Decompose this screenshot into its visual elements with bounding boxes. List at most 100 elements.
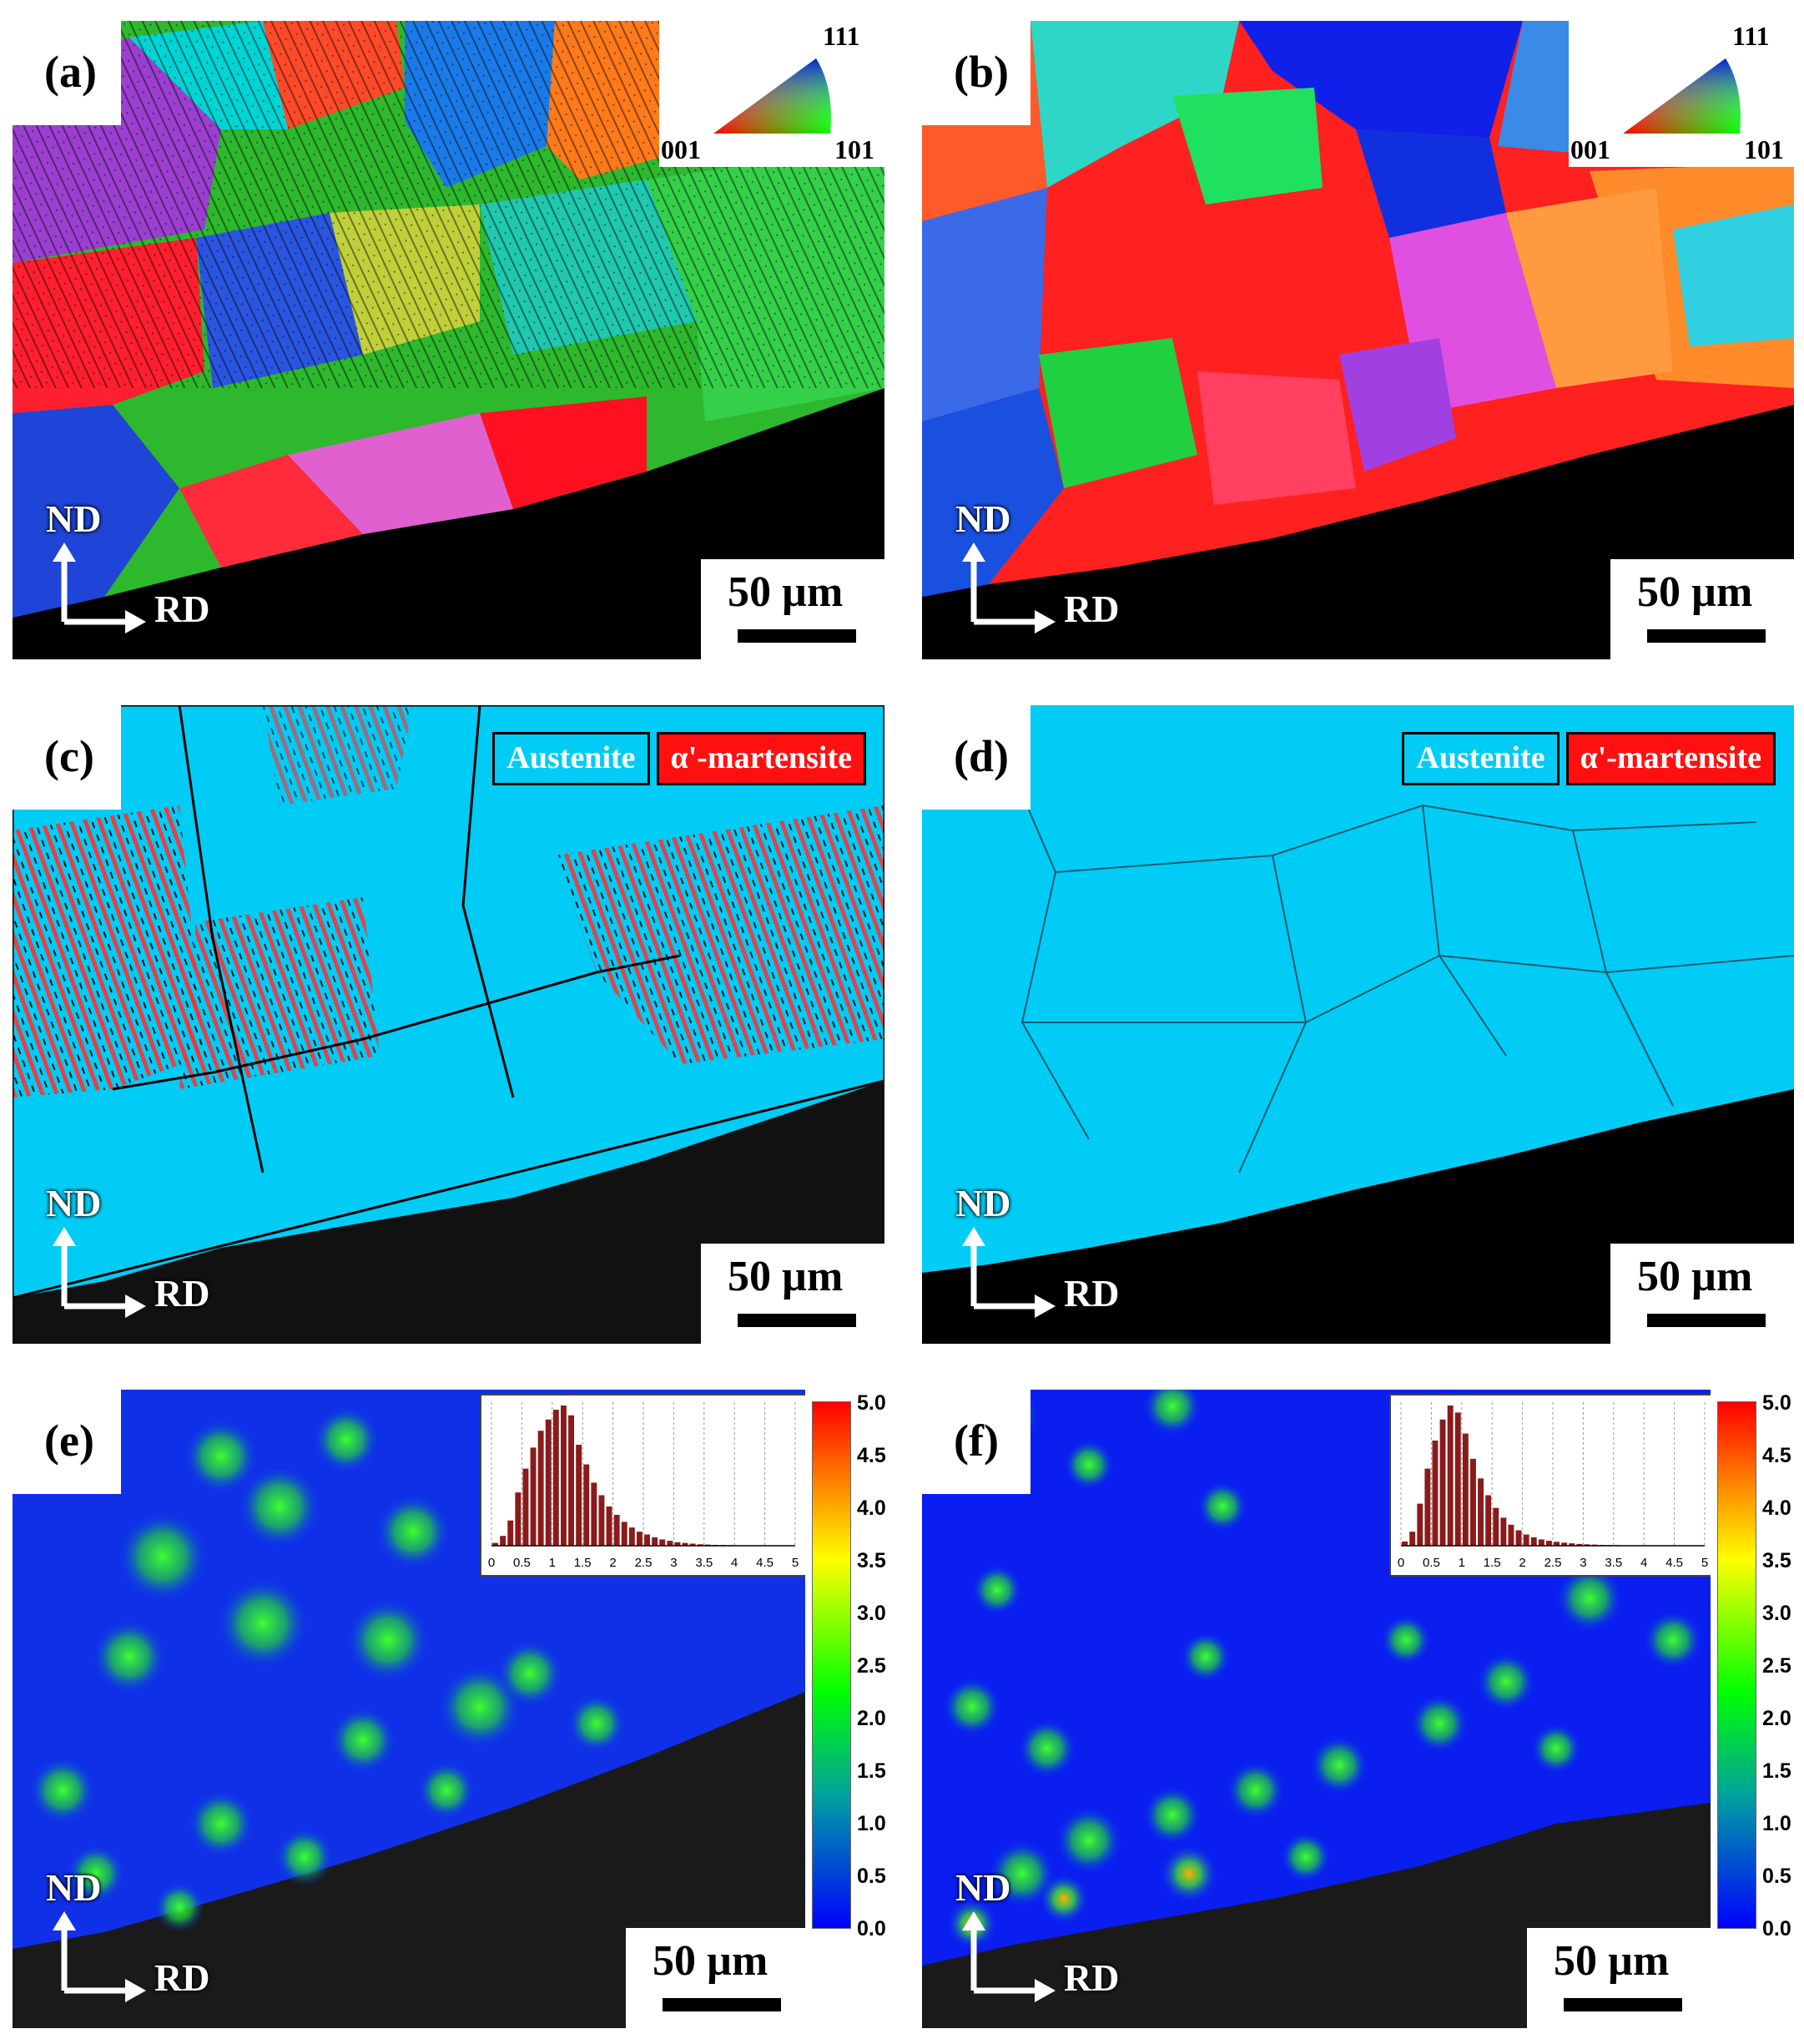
histogram-bar [613, 1515, 620, 1546]
panel-d-phase-map: (d) Austenite α'-martensite ND RD 50 µm [922, 705, 1794, 1344]
histogram-x-tick: 3.5 [1605, 1556, 1622, 1570]
histogram-bar [1523, 1534, 1529, 1546]
panel-a-ipf-map: (a) 111 001 101 ND RD 50 µm [13, 21, 884, 659]
nd-rd-axes: ND RD [46, 1181, 221, 1331]
histogram-bar [1454, 1412, 1461, 1546]
histogram-bar [568, 1415, 575, 1546]
scale-bar-label: 50 µm [653, 1937, 768, 1985]
rd-label: RD [154, 1272, 210, 1315]
scale-bar: 50 µm [1610, 1244, 1794, 1344]
ipf-triangle-legend: 111 001 101 [659, 21, 884, 167]
phase-map-image [13, 705, 884, 1344]
rd-label: RD [154, 1956, 210, 1999]
nd-label: ND [955, 1866, 1011, 1909]
histogram-bar [1530, 1537, 1537, 1546]
histogram-bar [1469, 1458, 1476, 1546]
panel-b-ipf-map: (b) 111 001 101 ND RD 50 µm [922, 21, 1794, 659]
histogram-bar [1545, 1541, 1552, 1546]
nd-label: ND [46, 1182, 102, 1224]
histogram-bar [492, 1542, 499, 1546]
histogram-x-tick: 1 [549, 1556, 556, 1570]
label-background [13, 21, 121, 125]
ipf-label-001: 001 [1570, 134, 1610, 164]
scale-bar-label: 50 µm [1637, 568, 1753, 616]
histogram-bar [545, 1419, 552, 1546]
colorbar-tick-label: 3.5 [1762, 1549, 1791, 1572]
histogram-x-tick: 0 [488, 1556, 495, 1570]
histogram-x-tick: 4 [731, 1556, 738, 1570]
kam-histogram-chart: 0 0.5 1 1.5 2 2.5 3 3.5 4 4.5 5 [488, 1402, 799, 1570]
colorbar-tick-label: 4.0 [857, 1496, 886, 1520]
panel-f-kam-map: (f) 0 0.5 1 1.5 2 2.5 3 3.5 4 4.5 5 ND RD 50 µm [922, 1390, 1711, 2028]
rd-label: RD [1064, 1272, 1120, 1315]
histogram-x-tick: 1.5 [1484, 1556, 1501, 1570]
axes-arrows-icon [53, 1911, 146, 2002]
histogram-bar [1485, 1495, 1492, 1546]
histogram-bar [1569, 1543, 1575, 1546]
legend-martensite: α'-martensite [656, 732, 866, 785]
histogram-x-tick: 2.5 [635, 1556, 653, 1570]
axes-arrows-icon [962, 543, 1056, 633]
histogram-bar [598, 1495, 605, 1546]
ipf-triangle-legend: 111 001 101 [1569, 21, 1794, 167]
colorbar-tick-label: 4.5 [1762, 1444, 1791, 1467]
histogram-bar [1402, 1541, 1408, 1546]
legend-austenite: Austenite [492, 732, 650, 785]
histogram-bar [1508, 1524, 1514, 1546]
colorbar-tick-label: 2.0 [857, 1707, 886, 1730]
histogram-bar [522, 1468, 529, 1546]
rd-label: RD [154, 588, 210, 630]
kam-histogram: 0 0.5 1 1.5 2 2.5 3 3.5 4 4.5 5 [1389, 1394, 1711, 1577]
nd-label: ND [955, 1182, 1011, 1224]
histogram-bar [1538, 1539, 1544, 1546]
histogram-bar [644, 1534, 651, 1546]
colorbar-tick-label: 0.5 [1762, 1865, 1791, 1888]
label-background [922, 21, 1030, 125]
histogram-bar [628, 1527, 635, 1546]
panel-c-phase-map: (c) Austenite α'-martensite ND RD 50 µm [13, 705, 884, 1344]
scale-bar-line [1564, 1998, 1682, 2011]
ipf-label-101: 101 [1744, 134, 1784, 164]
phase-map-image [922, 705, 1794, 1344]
label-background [13, 705, 121, 810]
histogram-bar [560, 1406, 567, 1546]
nd-rd-axes: ND RD [46, 1865, 221, 2016]
ipf-triangle-icon [1623, 58, 1741, 134]
scale-bar-line [738, 1314, 856, 1327]
histogram-bar [1462, 1433, 1469, 1546]
histogram-bar [652, 1537, 658, 1546]
histogram-x-tick: 5 [1701, 1556, 1708, 1570]
histogram-x-tick: 5 [792, 1556, 799, 1570]
colorbar-tick-label: 3.0 [857, 1602, 886, 1625]
axes-arrows-icon [53, 543, 146, 633]
colorbar-tick-label: 4.0 [1762, 1496, 1791, 1520]
nd-rd-axes: ND RD [955, 497, 1131, 647]
colorbar-gradient [1717, 1401, 1756, 1929]
histogram-bar [606, 1506, 612, 1546]
ipf-label-111: 111 [823, 21, 860, 51]
colorbar-tick-label: 1.5 [857, 1759, 886, 1783]
legend-martensite: α'-martensite [1565, 732, 1776, 785]
colorbar-gradient [812, 1401, 851, 1929]
histogram-bar [591, 1482, 597, 1546]
panel-label: (a) [44, 47, 97, 97]
scale-bar: 50 µm [1610, 559, 1794, 659]
phase-legend: Austenite α'-martensite [1402, 732, 1776, 785]
colorbar-tick-label: 1.5 [1762, 1759, 1791, 1783]
colorbar-tick-label: 5.0 [857, 1391, 886, 1415]
ipf-label-111: 111 [1732, 21, 1770, 51]
scale-bar-line [663, 1998, 781, 2011]
label-background [922, 705, 1030, 810]
histogram-bar [689, 1543, 696, 1546]
histogram-bar [1576, 1543, 1583, 1546]
panel-label: (e) [44, 1416, 94, 1466]
nd-label: ND [46, 497, 102, 540]
colorbar-tick-label: 2.5 [1762, 1654, 1791, 1678]
histogram-bar [682, 1542, 688, 1546]
histogram-x-tick: 2 [1519, 1556, 1525, 1570]
histogram-bar [1493, 1507, 1499, 1546]
colorbar-tick-label: 1.0 [857, 1812, 886, 1835]
axes-arrows-icon [962, 1227, 1056, 1318]
colorbar-e: 5.0 4.5 4.0 3.5 3.0 2.5 2.0 1.5 1.0 0.5 0.0 [805, 1390, 897, 1957]
histogram-bar [1409, 1532, 1416, 1546]
